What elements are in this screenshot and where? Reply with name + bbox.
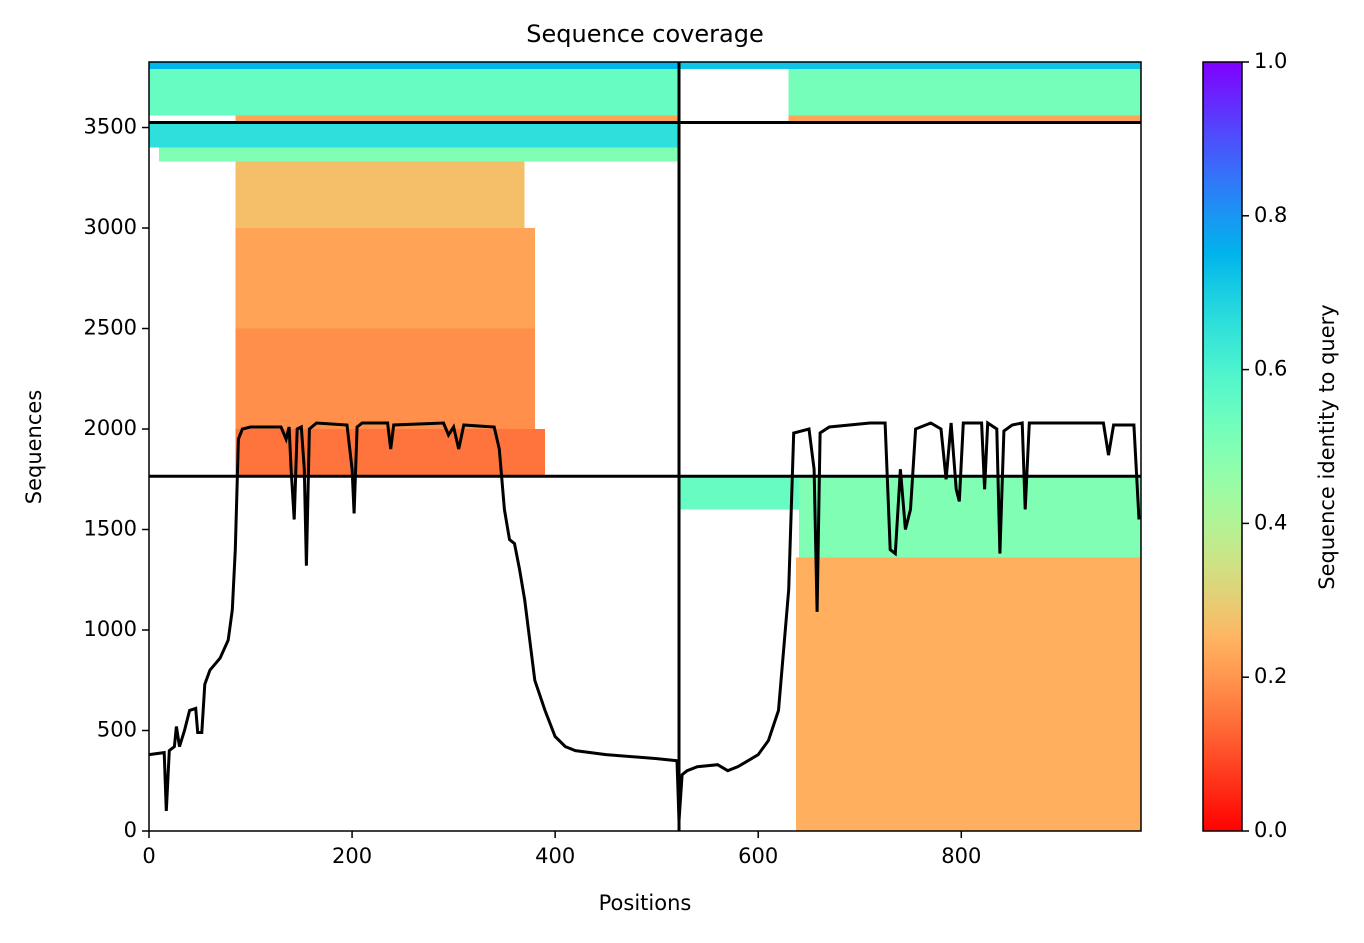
coverage-block xyxy=(149,122,680,148)
coverage-block xyxy=(679,476,799,510)
colorbar-tick-label: 0.8 xyxy=(1254,203,1287,227)
y-tick-label: 500 xyxy=(97,718,137,742)
coverage-block xyxy=(679,62,1141,70)
y-tick-label: 1500 xyxy=(84,517,137,541)
coverage-block xyxy=(788,69,1141,116)
coverage-block xyxy=(235,115,680,123)
colorbar-label: Sequence identity to query xyxy=(1315,304,1339,589)
colorbar-tick-label: 1.0 xyxy=(1254,49,1287,73)
x-tick-label: 0 xyxy=(142,844,155,868)
chart-title: Sequence coverage xyxy=(526,20,763,48)
colorbar-tick-label: 0.6 xyxy=(1254,357,1287,381)
coverage-block xyxy=(235,328,535,430)
coverage-block xyxy=(159,147,680,162)
coverage-block xyxy=(149,69,680,116)
y-tick-label: 0 xyxy=(124,818,137,842)
colorbar-tick-label: 0.4 xyxy=(1254,510,1287,534)
plot-frame xyxy=(148,61,1142,832)
x-tick-label: 400 xyxy=(535,844,575,868)
y-tick-label: 2500 xyxy=(84,316,137,340)
coverage-block xyxy=(798,476,1141,558)
colorbar-tick-label: 0.2 xyxy=(1254,664,1287,688)
colorbar-tick-label: 0.0 xyxy=(1254,818,1287,842)
x-tick-label: 600 xyxy=(738,844,778,868)
y-tick-label: 3000 xyxy=(84,215,137,239)
coverage-block xyxy=(788,115,1141,123)
x-tick-label: 800 xyxy=(941,844,981,868)
coverage-block xyxy=(235,161,525,229)
coverage-block xyxy=(235,228,535,329)
coverage-line xyxy=(148,420,1141,822)
x-tick-label: 200 xyxy=(332,844,372,868)
coverage-block xyxy=(149,62,680,70)
y-tick-label: 1000 xyxy=(84,617,137,641)
y-axis-label: Sequences xyxy=(22,390,46,505)
y-tick-label: 2000 xyxy=(84,416,137,440)
y-tick-label: 3500 xyxy=(84,115,137,139)
x-axis-label: Positions xyxy=(599,891,692,915)
coverage-block xyxy=(795,557,1141,831)
colorbar xyxy=(1202,61,1243,832)
